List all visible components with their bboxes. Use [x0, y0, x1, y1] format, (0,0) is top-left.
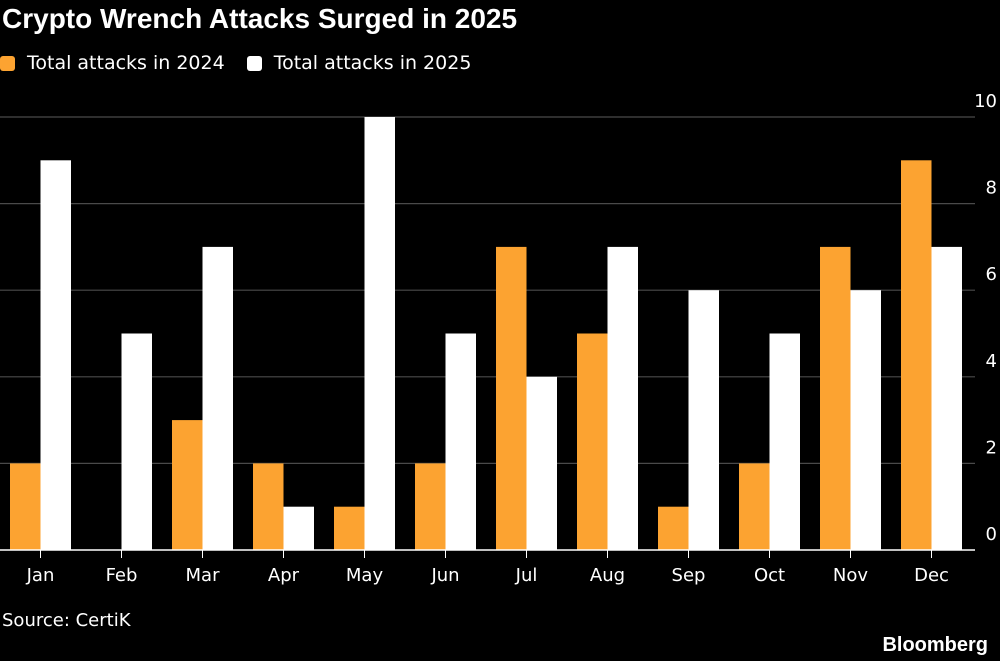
bar-nov-2024 [820, 246, 851, 550]
bar-aug-2024 [577, 333, 608, 550]
x-tick-feb: Feb [106, 565, 138, 586]
source-note: Source: CertiK [2, 610, 131, 631]
bar-aug-2025 [607, 246, 638, 550]
bar-dec-2025 [931, 246, 962, 550]
x-tick-jun: Jun [430, 565, 459, 586]
bar-may-2025 [364, 117, 395, 550]
bar-mar-2024 [172, 420, 203, 550]
legend-label-2025: Total attacks in 2025 [273, 52, 472, 74]
x-tick-apr: Apr [268, 565, 300, 586]
legend-swatch-2025 [246, 55, 262, 71]
bar-oct-2025 [769, 333, 800, 550]
x-tick-dec: Dec [914, 565, 949, 586]
bar-jun-2024 [415, 463, 446, 550]
y-tick-8: 8 [986, 178, 997, 199]
x-tick-jul: Jul [515, 565, 538, 586]
bar-mar-2025 [202, 246, 233, 550]
x-tick-nov: Nov [833, 565, 868, 586]
legend-item-2025: Total attacks in 2025 [246, 52, 472, 74]
y-tick-2: 2 [986, 437, 997, 458]
bar-oct-2024 [739, 463, 770, 550]
y-tick-4: 4 [986, 351, 997, 372]
x-tick-jan: Jan [26, 565, 55, 586]
bar-jun-2025 [445, 333, 476, 550]
bar-apr-2025 [283, 506, 314, 550]
y-tick-10: 10 [974, 91, 997, 112]
bar-dec-2024 [901, 160, 932, 551]
chart-title: Crypto Wrench Attacks Surged in 2025 [2, 3, 518, 34]
x-tick-may: May [346, 565, 384, 586]
y-axis-ticks: 0 2 4 6 8 10 [974, 91, 997, 545]
bloomberg-logo: Bloomberg [882, 634, 988, 656]
bar-sep-2024 [658, 506, 689, 550]
gridlines [0, 116, 975, 464]
bar-may-2024 [334, 506, 365, 550]
bars [10, 117, 962, 551]
bar-nov-2025 [850, 290, 881, 550]
x-tick-aug: Aug [590, 565, 625, 586]
x-tick-oct: Oct [754, 565, 785, 586]
x-tick-mar: Mar [186, 565, 221, 586]
y-tick-6: 6 [986, 264, 997, 285]
legend-item-2024: Total attacks in 2024 [0, 52, 225, 74]
bar-jan-2025 [40, 160, 71, 551]
y-tick-0: 0 [986, 524, 997, 545]
bar-feb-2025 [121, 333, 152, 550]
bar-jan-2024 [10, 463, 41, 550]
legend-label-2024: Total attacks in 2024 [27, 52, 225, 74]
bar-apr-2024 [253, 463, 284, 550]
bar-jul-2025 [526, 376, 557, 550]
bar-sep-2025 [688, 290, 719, 550]
legend: Total attacks in 2024 Total attacks in 2… [0, 49, 493, 77]
x-tick-sep: Sep [672, 565, 706, 586]
x-axis-ticks: Jan Feb Mar Apr May Jun Jul Aug Sep Oct Nov Dec [26, 550, 949, 586]
legend-swatch-2024 [0, 55, 15, 71]
bar-jul-2024 [496, 246, 527, 550]
